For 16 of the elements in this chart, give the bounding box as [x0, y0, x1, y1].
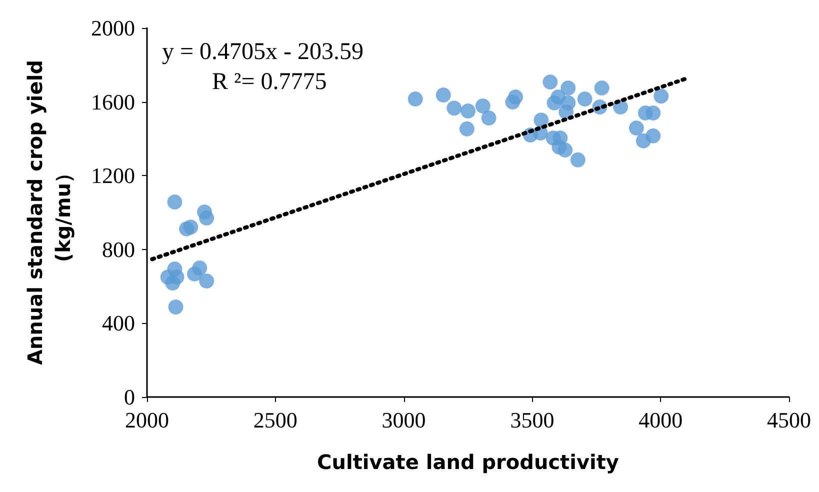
y-tick-label: 1200 [91, 163, 135, 188]
x-tick-label: 2000 [125, 408, 169, 432]
y-tick-label: 400 [102, 310, 135, 336]
x-axis-title: Cultivate land productivity [317, 450, 619, 474]
y-tick-label: 2000 [91, 16, 135, 40]
annotation: y = 0.4705x - 203.59 [162, 39, 364, 65]
y-tick-label: 800 [102, 236, 135, 262]
y-tick-label: 1600 [91, 89, 135, 114]
annotation: R ²= 0.7775 [212, 69, 327, 95]
x-tick-label: 3500 [510, 408, 554, 432]
x-tick-label: 4500 [767, 408, 811, 432]
x-tick-label: 3000 [382, 408, 426, 432]
x-tick-label: 2500 [253, 408, 298, 432]
y-tick-label: 0 [124, 384, 135, 410]
x-tick-label: 4000 [638, 408, 683, 432]
y-axis-title: Annual standard crop yield (kg/mu） [23, 60, 75, 366]
